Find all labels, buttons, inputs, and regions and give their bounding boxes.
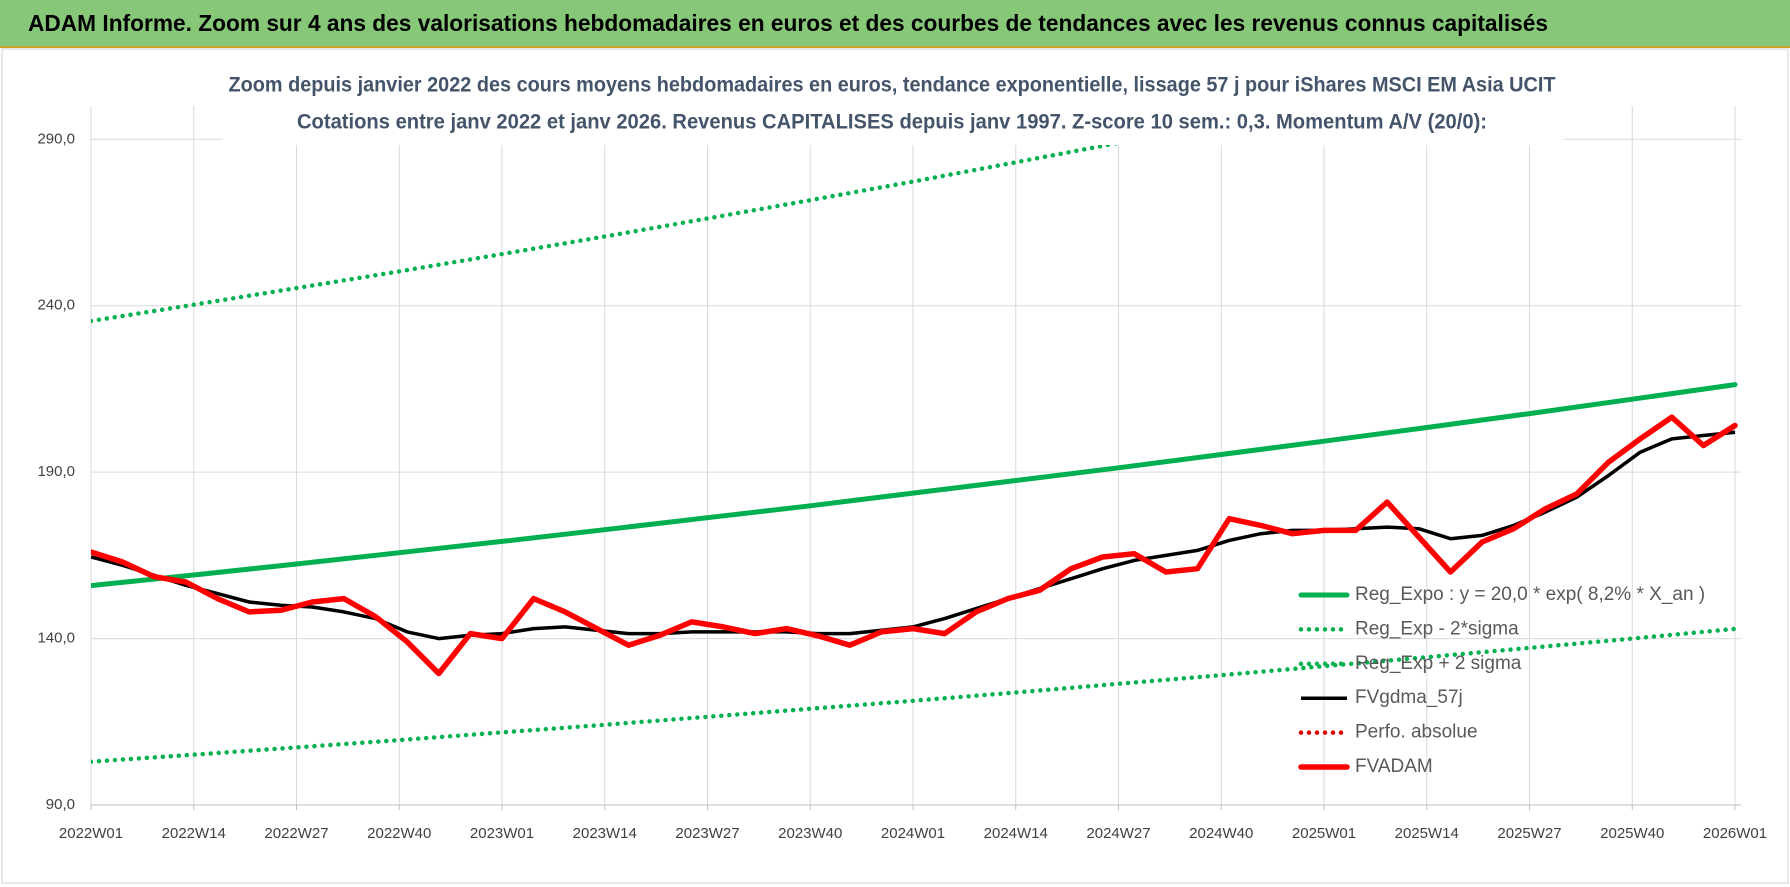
legend-label: Reg_Exp - 2*sigma (1355, 618, 1519, 639)
y-tick-label: 290,0 (37, 130, 75, 147)
x-tick-label: 2025W14 (1395, 825, 1459, 842)
x-tick-label: 2024W14 (984, 825, 1048, 842)
series-line (91, 414, 1738, 677)
y-tick-label: 90,0 (46, 796, 75, 813)
header-bar (0, 0, 1790, 46)
legend-label: FVADAM (1355, 756, 1433, 777)
x-tick-label: 2024W01 (881, 825, 945, 842)
y-tick-label: 190,0 (37, 463, 75, 480)
header-rule (0, 46, 1790, 48)
series-line (91, 626, 1738, 764)
header-title: ADAM Informe. Zoom sur 4 ans des valoris… (28, 10, 1548, 36)
x-tick-label: 2025W40 (1600, 825, 1664, 842)
series-line (91, 382, 1738, 589)
y-tick-label: 140,0 (37, 630, 75, 647)
y-tick-label: 240,0 (37, 297, 75, 314)
chart-subtitle: Cotations entre janv 2022 et janv 2026. … (297, 111, 1487, 134)
x-tick-label: 2022W40 (367, 825, 431, 842)
x-tick-label: 2022W01 (59, 825, 123, 842)
chart-title: Zoom depuis janvier 2022 des cours moyen… (229, 74, 1556, 97)
legend: Reg_Expo : y = 20,0 * exp( 8,2% * X_an )… (1298, 584, 1705, 777)
legend-label: FVgdma_57j (1355, 687, 1463, 708)
x-tick-label: 2024W40 (1189, 825, 1253, 842)
series-line (91, 105, 1324, 324)
x-tick-label: 2024W27 (1086, 825, 1150, 842)
x-tick-label: 2025W27 (1497, 825, 1561, 842)
legend-label: Reg_Expo : y = 20,0 * exp( 8,2% * X_an ) (1355, 584, 1705, 605)
x-tick-label: 2023W27 (675, 825, 739, 842)
x-tick-label: 2026W01 (1703, 825, 1767, 842)
x-tick-label: 2023W40 (778, 825, 842, 842)
legend-label: Reg_Exp + 2 sigma (1355, 653, 1522, 674)
legend-label: Perfo. absolue (1355, 722, 1478, 743)
x-tick-label: 2022W27 (264, 825, 328, 842)
chart-frame (1, 48, 1789, 884)
x-tick-label: 2022W14 (162, 825, 226, 842)
x-tick-label: 2023W01 (470, 825, 534, 842)
x-tick-label: 2023W14 (573, 825, 637, 842)
x-tick-label: 2025W01 (1292, 825, 1356, 842)
title-box (223, 68, 1564, 145)
